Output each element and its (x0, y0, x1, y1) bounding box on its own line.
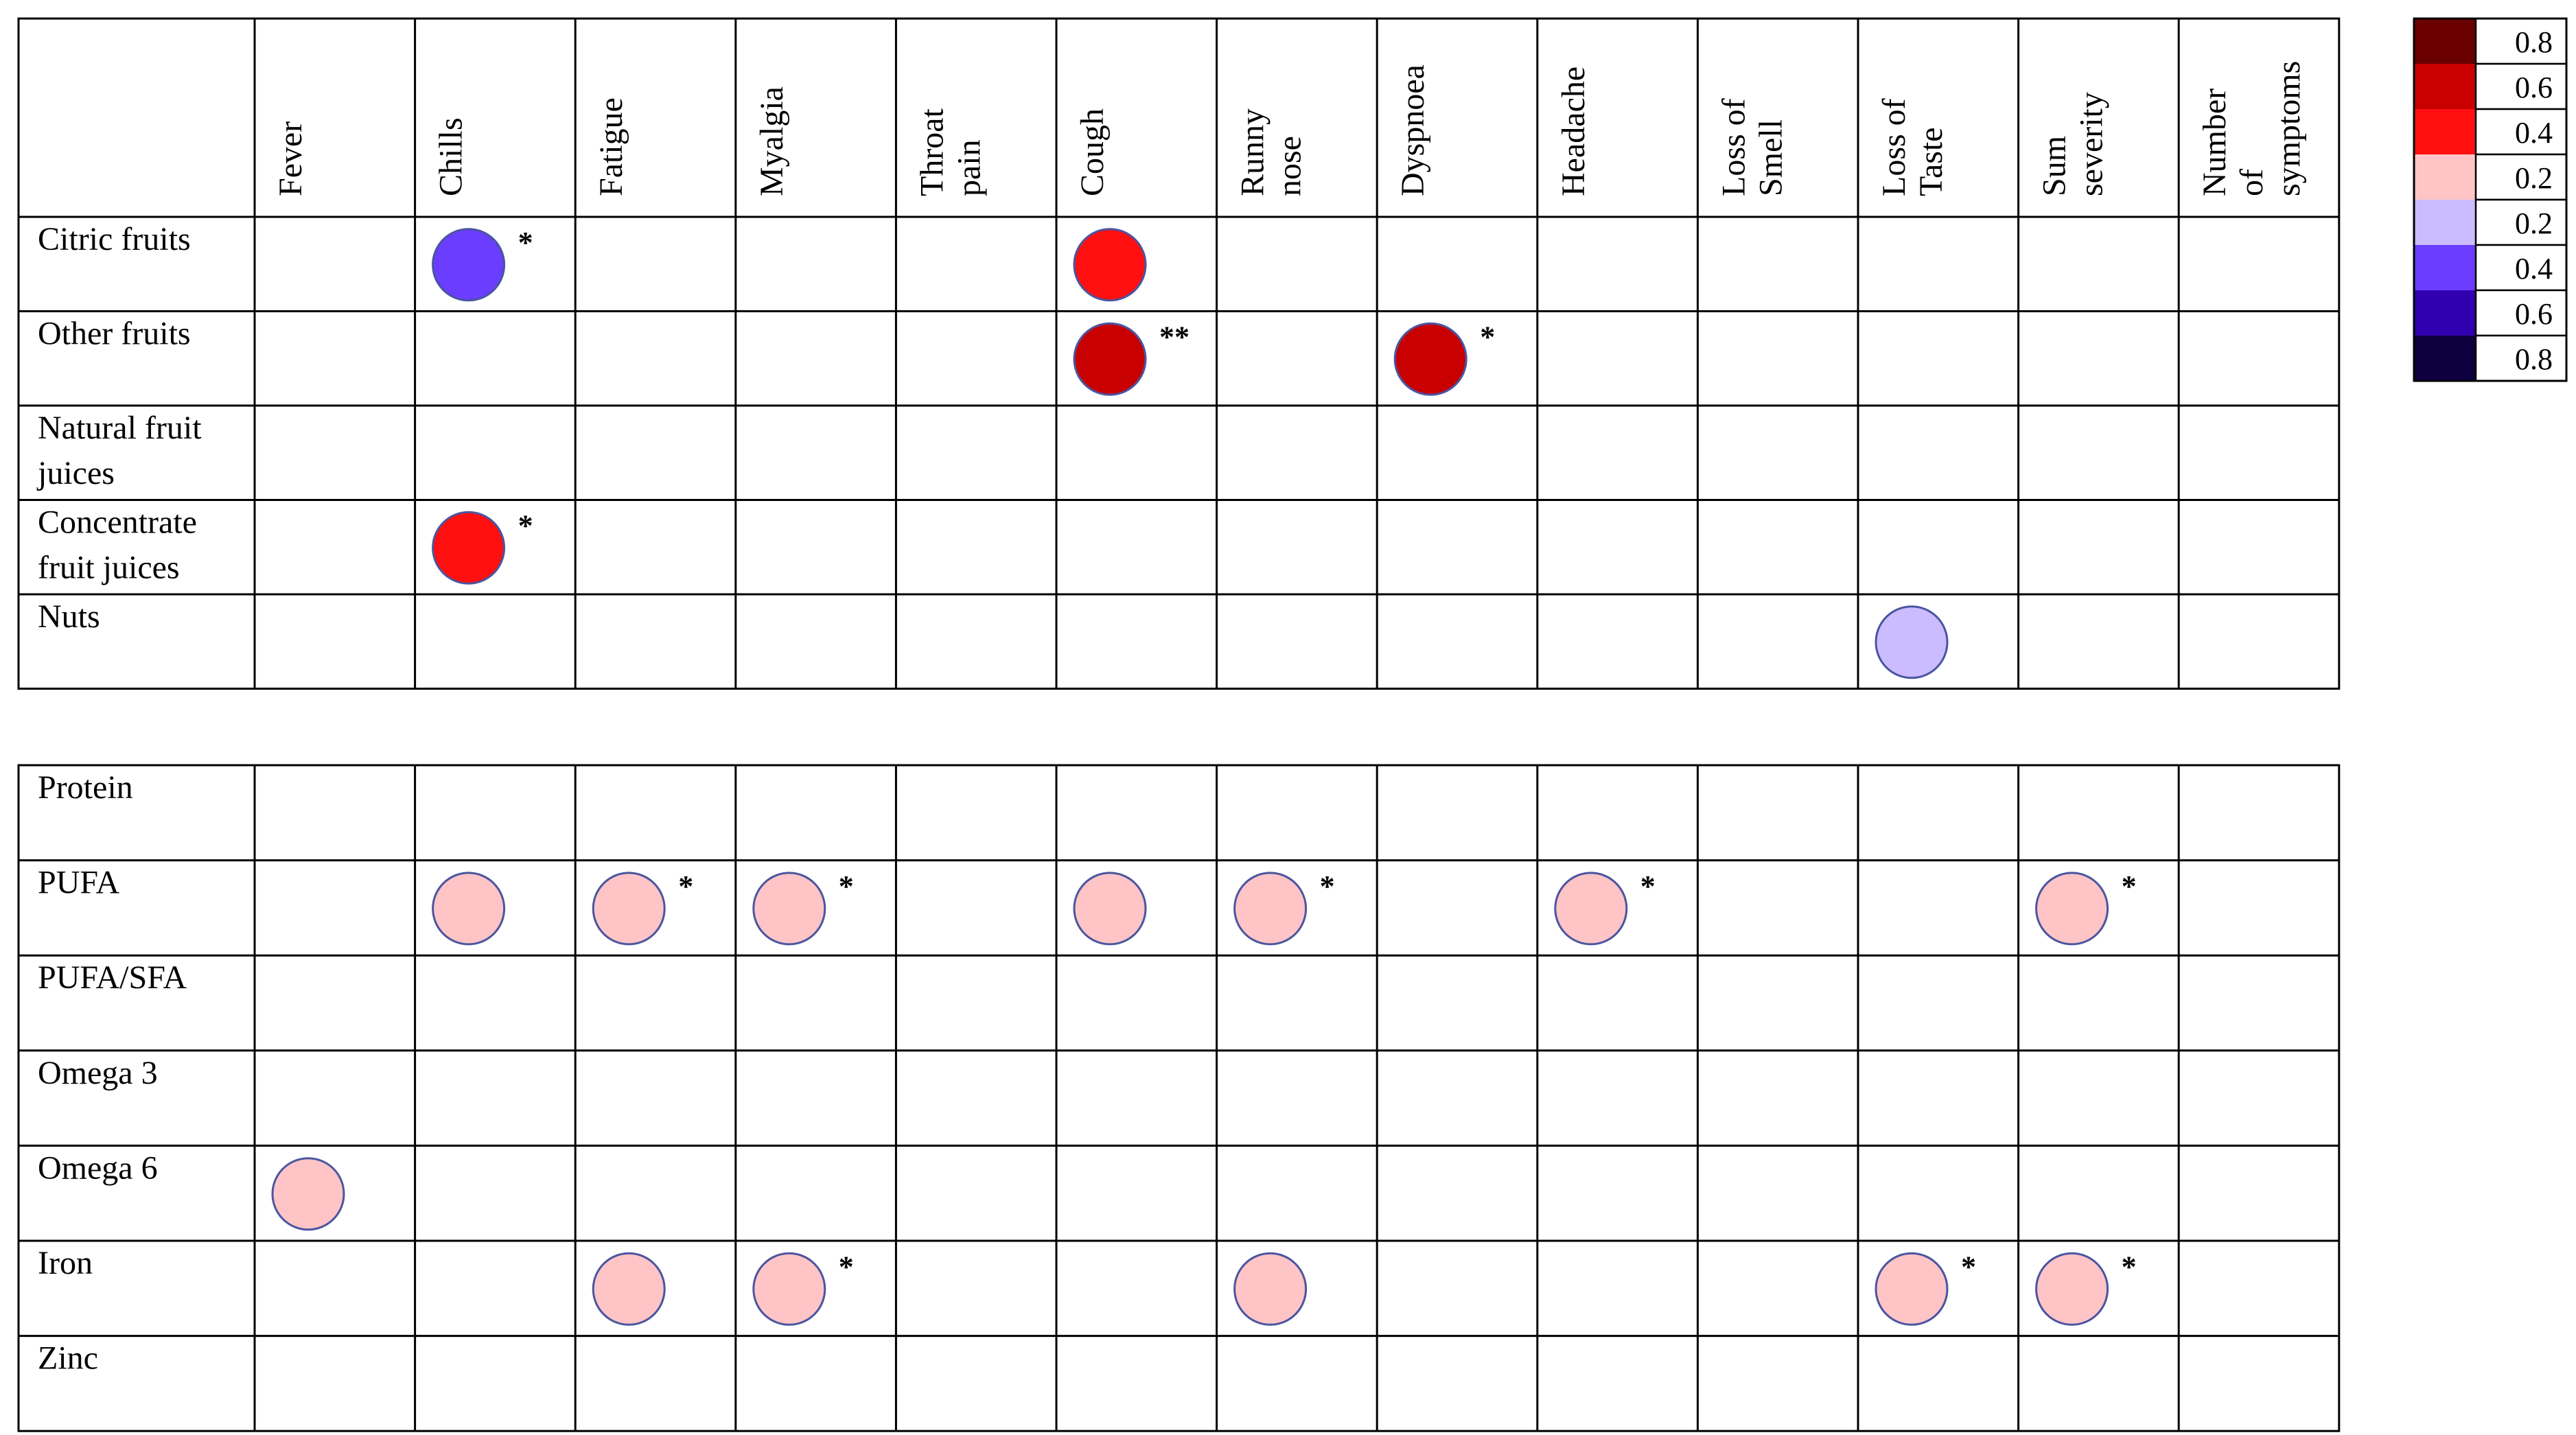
row-label: PUFA (38, 865, 119, 901)
row-label: Other fruits (38, 316, 191, 352)
legend-label: 0.2 (2515, 207, 2553, 240)
legend-cell (2474, 289, 2568, 337)
row-label: Natural fruit juices (36, 410, 202, 491)
correlation-circle (432, 872, 506, 946)
fruits-table: Fever Chills Fatigue Myalgia Throatpain Cough… (17, 17, 2341, 690)
column-header: Throatpain (914, 108, 987, 196)
legend-label: 0.6 (2515, 297, 2553, 331)
correlation-circle (1233, 1252, 1308, 1326)
significance-marker: * (2122, 870, 2137, 903)
correlation-circle (432, 228, 506, 302)
correlation-circle (752, 1252, 826, 1326)
column-header: Runnynose (1235, 108, 1308, 196)
legend-label: 0.2 (2515, 161, 2553, 195)
correlation-circle (271, 1157, 345, 1231)
column-header: Numberofsymptoms (2196, 61, 2307, 196)
color-legend: 0.8 0.6 0.4 0.2 0.2 0.4 0.6 0.8 (2413, 17, 2568, 382)
table-grid (17, 17, 2341, 690)
significance-marker: * (2122, 1250, 2137, 1283)
column-header: Fatigue (593, 97, 629, 196)
column-header: Sumseverity (2037, 92, 2110, 196)
legend-label: 0.6 (2515, 71, 2553, 104)
column-header: Myalgia (754, 86, 790, 196)
column-header: Loss ofSmell (1715, 98, 1789, 196)
nutrients-table: Protein PUFA PUFA/SFA Omega 3 Omega 6 Iron Zin… (17, 764, 2341, 1432)
correlation-circle (1073, 872, 1147, 946)
legend-cell (2474, 108, 2568, 156)
significance-marker: * (678, 870, 693, 903)
column-header: Chills (433, 117, 469, 196)
correlation-circle (592, 1252, 666, 1326)
row-label: Citric fruits (38, 221, 191, 257)
significance-marker: * (839, 870, 854, 903)
legend-cell (2474, 244, 2568, 292)
legend-swatch (2414, 64, 2476, 109)
significance-marker: * (1320, 870, 1335, 903)
legend-border (2413, 17, 2568, 382)
correlation-circle (1875, 605, 1949, 679)
legend-cell (2474, 334, 2568, 382)
correlation-circle (1554, 872, 1628, 946)
correlation-circle (1233, 872, 1308, 946)
column-header: Cough (1074, 108, 1111, 196)
correlation-circle (592, 872, 666, 946)
legend-swatch (2414, 109, 2476, 154)
table-grid (17, 764, 2341, 1432)
row-label: Concentrate fruit juices (38, 504, 197, 586)
correlation-circle (1393, 322, 1467, 396)
row-label: Nuts (38, 598, 100, 635)
correlation-circle (1875, 1252, 1949, 1326)
column-header: Dyspnoea (1395, 65, 1431, 196)
legend-swatch (2414, 245, 2476, 290)
correlation-circle (1073, 322, 1147, 396)
row-label: Iron (38, 1245, 93, 1281)
significance-marker: ** (1159, 320, 1190, 353)
column-header: Fever (272, 121, 309, 196)
legend-label: 0.4 (2515, 252, 2553, 285)
row-label: Protein (38, 769, 133, 806)
legend-swatch (2414, 154, 2476, 200)
legend-swatch (2414, 336, 2476, 381)
legend-label: 0.8 (2515, 342, 2553, 376)
row-label: Omega 6 (38, 1150, 158, 1186)
significance-marker: * (1640, 870, 1656, 903)
legend-swatch (2414, 19, 2476, 64)
significance-marker: * (518, 226, 533, 259)
legend-swatch (2414, 290, 2476, 336)
row-label: Zinc (38, 1340, 98, 1377)
column-header: Loss ofTaste (1876, 98, 1949, 196)
correlation-circle (2035, 872, 2109, 946)
legend-label: 0.4 (2515, 116, 2553, 150)
row-label: Omega 3 (38, 1055, 158, 1091)
significance-marker: * (518, 509, 533, 542)
legend-cell (2474, 198, 2568, 246)
significance-marker: * (1480, 320, 1495, 353)
row-label: PUFA/SFA (38, 959, 187, 996)
column-header: Headache (1555, 67, 1592, 196)
correlation-circle (2035, 1252, 2109, 1326)
significance-marker: * (839, 1250, 854, 1283)
correlation-circle (752, 872, 826, 946)
significance-marker: * (1961, 1250, 1976, 1283)
correlation-circle (1073, 228, 1147, 302)
legend-label: 0.8 (2515, 25, 2553, 59)
legend-swatch (2414, 200, 2476, 245)
correlation-circle (432, 511, 506, 585)
